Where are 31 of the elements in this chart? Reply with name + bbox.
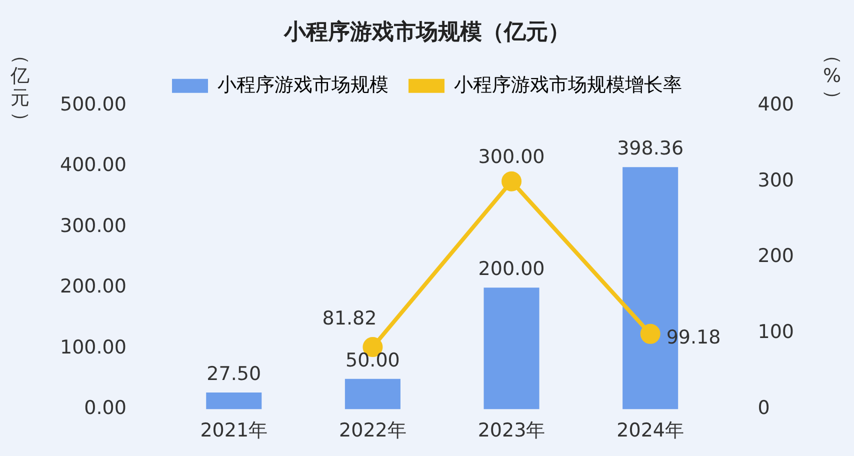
y-tick-label: 500.00 — [60, 93, 126, 116]
data-label: 398.36 — [617, 138, 684, 160]
y-axis-title: （亿元） — [10, 46, 32, 130]
x-tick-label: 2022年 — [339, 420, 406, 442]
data-label: 81.82 — [322, 307, 377, 330]
y2-tick-label: 400 — [758, 93, 794, 116]
x-tick-label: 2021年 — [200, 420, 268, 442]
y2-tick-label: 200 — [758, 245, 794, 268]
y-tick-label: 300.00 — [60, 214, 126, 237]
legend-label: 小程序游戏市场规模 — [218, 74, 388, 96]
bar — [484, 288, 540, 410]
chart-title: 小程序游戏市场规模（亿元） — [283, 18, 570, 45]
y-tick-label: 0.00 — [84, 397, 126, 420]
y-tick-label: 200.00 — [60, 276, 126, 298]
point — [640, 324, 660, 344]
point — [502, 171, 522, 192]
y-tick-label: 100.00 — [60, 336, 126, 358]
data-label: 300.00 — [478, 146, 545, 168]
x-tick-label: 2024年 — [616, 420, 684, 442]
x-tick-label: 2023年 — [478, 420, 546, 442]
y2-axis-title: （%） — [822, 46, 844, 108]
data-label: 200.00 — [478, 258, 545, 280]
data-label: 27.50 — [206, 362, 262, 385]
y-tick-label: 400.00 — [60, 154, 126, 176]
y2-tick-label: 0 — [758, 397, 770, 420]
bar — [344, 378, 400, 410]
data-label: 50.00 — [346, 349, 400, 372]
legend-label: 小程序游戏市场规模增长率 — [454, 74, 682, 96]
y2-tick-label: 100 — [758, 321, 794, 344]
y2-tick-label: 300 — [758, 169, 794, 192]
bar — [206, 392, 262, 410]
